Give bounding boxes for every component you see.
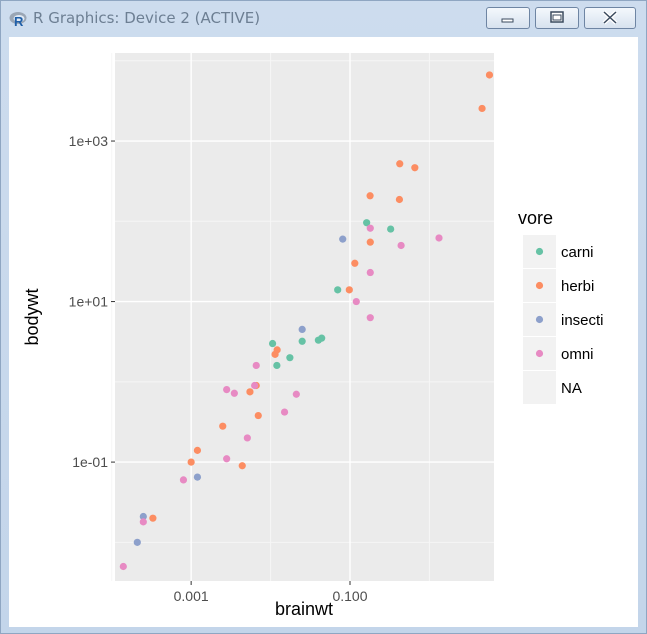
legend-key-box — [523, 371, 556, 404]
legend-keys: carni herbi insecti omni NA — [523, 235, 604, 404]
point-herbi — [366, 238, 374, 246]
point-herbi — [395, 195, 404, 204]
point-omni — [366, 268, 374, 277]
svg-text:R: R — [14, 14, 24, 27]
point-herbi — [411, 164, 419, 172]
r-logo-icon: R — [9, 12, 27, 27]
point-omni — [139, 518, 147, 526]
window-title: R Graphics: Device 2 (ACTIVE) — [33, 9, 261, 27]
title-bar[interactable]: R R Graphics: Device 2 (ACTIVE) — [1, 1, 646, 37]
point-herbi — [187, 458, 195, 466]
point-omni — [179, 476, 188, 484]
maximize-icon — [550, 11, 564, 23]
legend-label: omni — [561, 346, 594, 363]
point-herbi — [351, 259, 359, 267]
point-herbi — [396, 160, 404, 168]
point-carni — [286, 354, 294, 362]
point-carni — [334, 286, 342, 294]
x-tick-label: 0.100 — [332, 588, 367, 604]
point-carni — [273, 361, 281, 370]
point-omni — [280, 408, 289, 416]
x-tick-label: 0.001 — [174, 588, 209, 604]
y-axis-label: bodywt — [22, 288, 42, 345]
point-omni — [366, 224, 374, 232]
point-insecti — [139, 512, 147, 521]
point-insecti — [339, 235, 347, 243]
point-insecti — [193, 473, 202, 481]
legend-key-insecti — [535, 315, 544, 324]
point-herbi — [238, 462, 246, 470]
legend-key-herbi — [535, 281, 544, 290]
legend-key-carni — [535, 247, 544, 256]
point-omni — [243, 434, 251, 442]
x-axis-ticks: 0.001 0.100 — [174, 581, 368, 604]
legend: vore carni herbi insecti omni NA — [518, 208, 604, 404]
legend-label: insecti — [561, 312, 604, 329]
x-axis-label: brainwt — [275, 599, 333, 619]
point-omni — [223, 455, 231, 463]
point-omni — [435, 234, 443, 242]
y-tick-label: 1e-01 — [72, 454, 108, 470]
point-omni — [223, 386, 231, 394]
point-omni — [252, 361, 260, 370]
point-herbi — [149, 514, 157, 522]
point-herbi — [485, 71, 494, 79]
point-herbi — [345, 286, 353, 294]
point-omni — [397, 241, 405, 250]
legend-label: herbi — [561, 278, 594, 295]
legend-label: NA — [561, 380, 582, 397]
y-axis-ticks: 1e-01 1e+01 1e+03 — [69, 133, 115, 470]
point-omni — [352, 297, 360, 306]
point-omni — [230, 389, 238, 397]
point-herbi — [193, 446, 202, 454]
major-grid — [115, 53, 494, 581]
point-carni — [298, 337, 306, 345]
close-icon — [602, 10, 618, 25]
point-omni — [119, 562, 127, 571]
point-insecti — [298, 325, 306, 334]
legend-key-omni — [535, 349, 544, 358]
legend-title: vore — [518, 208, 553, 228]
scatter-plot: 0.001 0.100 1e-01 1e+01 1e+03 brainwt bodyw… — [22, 53, 604, 619]
point-carni — [387, 225, 395, 233]
point-omni — [366, 314, 374, 322]
close-button[interactable] — [584, 7, 636, 29]
data-points — [119, 71, 494, 571]
point-herbi — [478, 104, 486, 113]
point-herbi — [271, 350, 279, 358]
y-tick-label: 1e+03 — [69, 133, 109, 149]
point-herbi — [219, 422, 227, 430]
point-insecti — [133, 538, 141, 546]
point-herbi — [254, 411, 262, 420]
point-omni — [251, 381, 259, 390]
plot-panel — [115, 53, 494, 581]
point-omni — [292, 390, 300, 398]
point-carni — [314, 336, 322, 344]
minimize-button[interactable] — [486, 7, 530, 29]
point-herbi — [246, 388, 254, 396]
point-herbi — [366, 192, 374, 200]
point-carni — [363, 219, 371, 227]
point-carni — [268, 339, 277, 348]
minimize-icon — [501, 18, 514, 23]
maximize-button[interactable] — [535, 7, 579, 29]
graphics-device-canvas: 0.001 0.100 1e-01 1e+01 1e+03 brainwt bodyw… — [9, 37, 638, 627]
y-tick-label: 1e+01 — [69, 294, 109, 310]
legend-label: carni — [561, 244, 594, 261]
